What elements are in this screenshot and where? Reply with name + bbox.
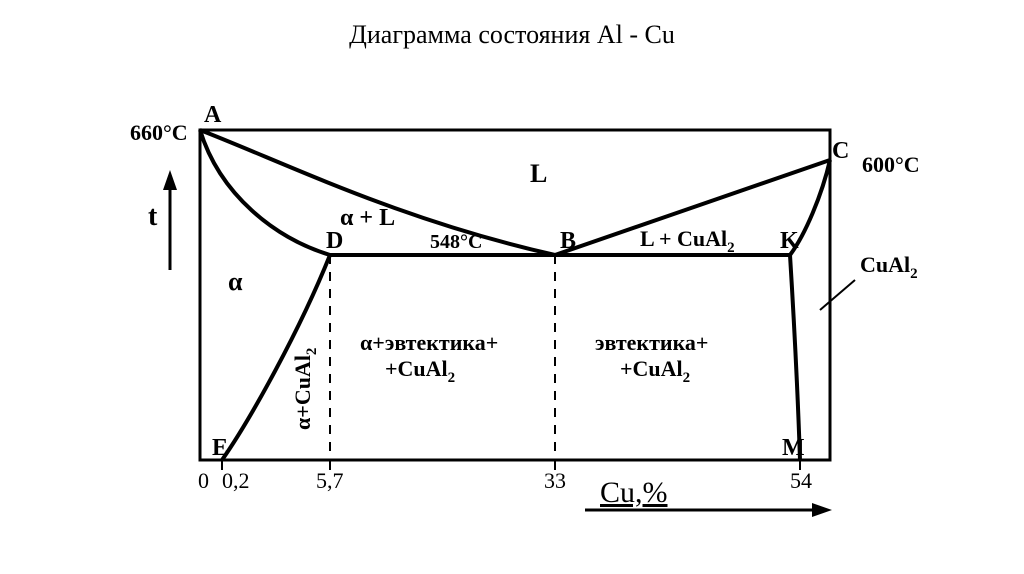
point-C: C <box>832 138 849 164</box>
region-L-CuAl2: L + CuAl2 <box>640 226 735 256</box>
xtick-54: 54 <box>790 468 812 493</box>
region-eut-CuAl2: эвтектика+ +CuAl2 <box>595 330 714 386</box>
temp-A: 660°C <box>130 120 188 145</box>
region-alpha-L: α + L <box>340 205 395 231</box>
xtick-5-7: 5,7 <box>316 468 344 493</box>
liquidus-left <box>200 130 555 255</box>
t-axis-arrowhead <box>163 170 177 190</box>
xtick-33: 33 <box>544 468 566 493</box>
y-axis-label: t <box>148 201 158 232</box>
temp-eutectic: 548°C <box>430 231 482 253</box>
point-B: B <box>560 228 576 254</box>
temp-C: 600°C <box>862 152 920 177</box>
region-CuAl2: CuAl2 <box>860 252 918 282</box>
region-L: L <box>530 159 547 188</box>
xtick-0-2: 0,2 <box>222 468 250 493</box>
xtick-0: 0 <box>198 468 209 493</box>
point-D: D <box>326 228 343 254</box>
region-alpha-eut-CuAl2: α+эвтектика+ +CuAl2 <box>360 330 504 386</box>
cu-axis-arrowhead <box>812 503 832 517</box>
solvus-right <box>790 255 800 460</box>
point-M: M <box>782 435 805 461</box>
cual2-pointer <box>820 280 855 310</box>
solidus-left <box>200 130 330 255</box>
point-E: E <box>212 435 228 461</box>
region-alpha-CuAl2: α+CuAl2 <box>290 348 320 430</box>
region-alpha: α <box>228 267 243 296</box>
point-K: K <box>780 228 799 254</box>
point-A: A <box>204 102 222 128</box>
x-axis-label: Cu,% <box>600 476 668 509</box>
phase-diagram: t Cu,% A C D B K E M 660°C 600°C 548°C L… <box>0 0 1024 574</box>
